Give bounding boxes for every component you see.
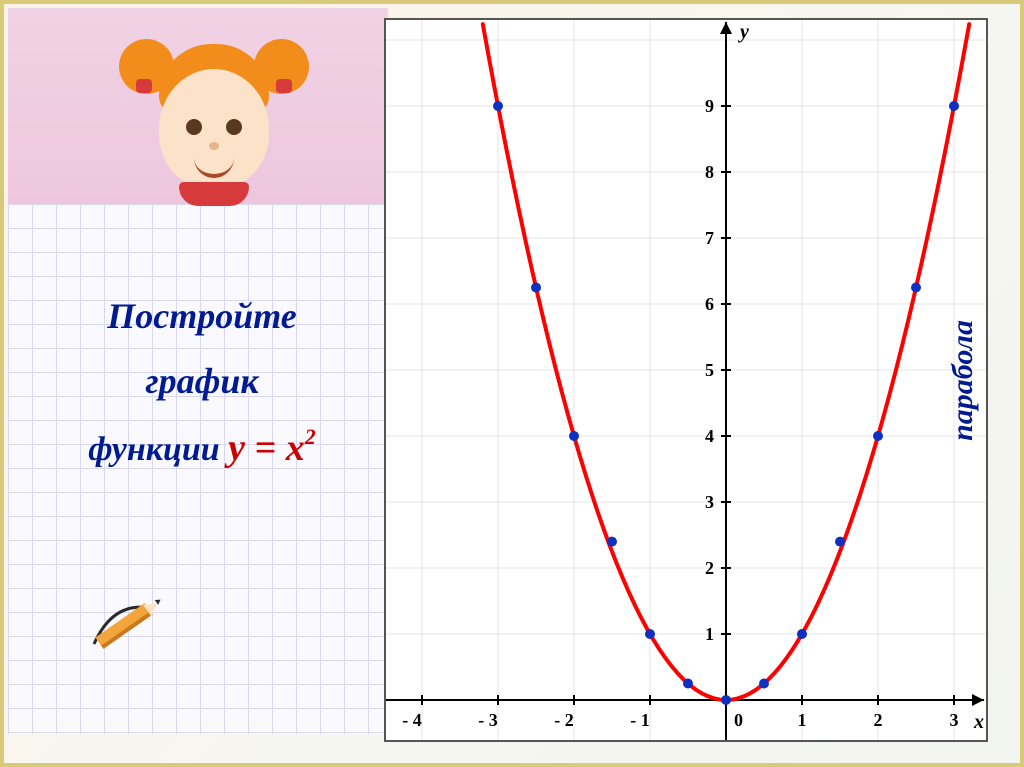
parabola-chart: х у - 4 - 3 - 2 - 1 0 1 2 3 1 2 3 4 5 6 7 8 9 парабола <box>384 18 988 742</box>
equation-base: у = х <box>228 427 305 469</box>
svg-text:4: 4 <box>705 426 714 446</box>
svg-text:3: 3 <box>950 710 959 730</box>
chart-svg: х у - 4 - 3 - 2 - 1 0 1 2 3 1 2 3 4 5 6 7 8 9 <box>386 20 986 740</box>
svg-text:у: у <box>738 21 749 43</box>
svg-text:1: 1 <box>798 710 807 730</box>
task-line-3: функции у = х2 <box>32 414 372 482</box>
pencil-icon <box>84 594 174 664</box>
svg-text:- 3: - 3 <box>478 710 498 730</box>
svg-text:2: 2 <box>874 710 883 730</box>
task-equation: у = х2 <box>228 427 316 469</box>
svg-text:9: 9 <box>705 96 714 116</box>
svg-text:6: 6 <box>705 294 714 314</box>
svg-text:8: 8 <box>705 162 714 182</box>
chart-vertical-label: парабола <box>946 320 980 441</box>
svg-text:- 1: - 1 <box>630 710 650 730</box>
equation-exponent: 2 <box>305 424 316 449</box>
svg-text:- 2: - 2 <box>554 710 574 730</box>
task-text: Постройте график функции у = х2 <box>32 284 372 482</box>
svg-text:2: 2 <box>705 558 714 578</box>
svg-text:7: 7 <box>705 228 714 248</box>
svg-text:- 4: - 4 <box>402 710 422 730</box>
svg-text:3: 3 <box>705 492 714 512</box>
svg-text:5: 5 <box>705 360 714 380</box>
page-root: Постройте график функции у = х2 ху- 4- 3… <box>0 0 1024 767</box>
svg-text:х: х <box>973 711 984 733</box>
task-line-1: Постройте <box>32 284 372 349</box>
svg-text:1: 1 <box>705 624 714 644</box>
svg-text:0: 0 <box>734 710 743 730</box>
task-word-function: функции <box>88 431 228 468</box>
cartoon-girl-icon <box>124 14 304 204</box>
task-line-2: график <box>32 349 372 414</box>
